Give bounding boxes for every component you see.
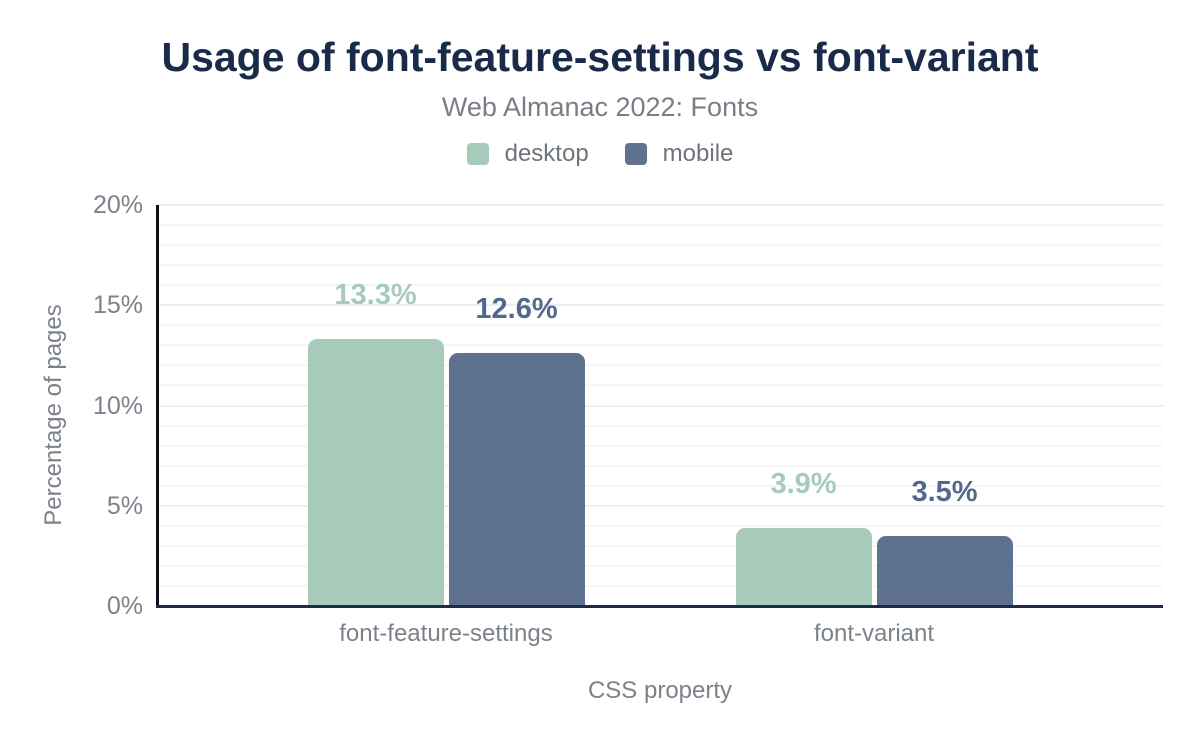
gridline-minor-3 [157,544,1163,547]
gridline-minor-16 [157,284,1163,287]
legend-item-desktop[interactable]: desktop [466,140,589,167]
gridline-minor-11 [157,384,1163,387]
legend-item-mobile[interactable]: mobile [624,140,734,167]
gridline-major-5 [157,504,1163,507]
gridline-minor-1 [157,584,1163,587]
y-tick-label-5: 5% [106,491,143,520]
x-tick-label-font-variant: font-variant [813,620,935,647]
gridline-minor-8 [157,444,1163,447]
value-label-mobile-font-variant: 3.5% [911,475,978,508]
gridline-minor-9 [157,424,1163,427]
gridline-minor-12 [157,364,1163,367]
y-axis-line [156,205,159,608]
gridline-minor-6 [157,484,1163,487]
legend: desktop mobile [0,140,1200,167]
y-tick-label-10: 10% [92,391,143,420]
gridline-minor-4 [157,524,1163,527]
chart-subtitle: Web Almanac 2022: Fonts [441,92,759,122]
value-label-desktop-font-feature-settings: 13.3% [334,279,417,312]
value-label-desktop-font-variant: 3.9% [770,467,837,500]
gridline-minor-17 [157,264,1163,267]
x-tick-label-font-feature-settings: font-feature-settings [339,620,553,647]
y-tick-label-15: 15% [92,291,143,320]
y-tick-label-20: 20% [92,191,143,219]
gridline-major-10 [157,404,1163,407]
x-axis-line [156,605,1163,608]
bar-mobile-font-variant[interactable] [876,535,1013,606]
bar-mobile-font-feature-settings[interactable] [448,353,585,606]
gridline-minor-18 [157,244,1163,247]
gridline-major-20 [157,204,1163,206]
legend-label: desktop [504,140,589,167]
gridline-minor-2 [157,564,1163,567]
legend-label: mobile [662,140,734,167]
chart-title: Usage of font-feature-settings vs font-v… [161,34,1039,80]
x-axis-title: CSS property [587,677,733,704]
y-tick-label-0: 0% [106,592,143,620]
bar-desktop-font-variant[interactable] [735,527,872,606]
legend-swatch-desktop [466,143,489,165]
gridline-minor-19 [157,224,1163,227]
gridline-minor-14 [157,324,1163,327]
value-label-mobile-font-feature-settings: 12.6% [475,293,558,326]
bar-desktop-font-feature-settings[interactable] [307,339,444,606]
legend-swatch-mobile [624,143,647,165]
gridline-major-15 [157,304,1163,307]
gridline-minor-13 [157,344,1163,347]
gridline-minor-7 [157,464,1163,467]
